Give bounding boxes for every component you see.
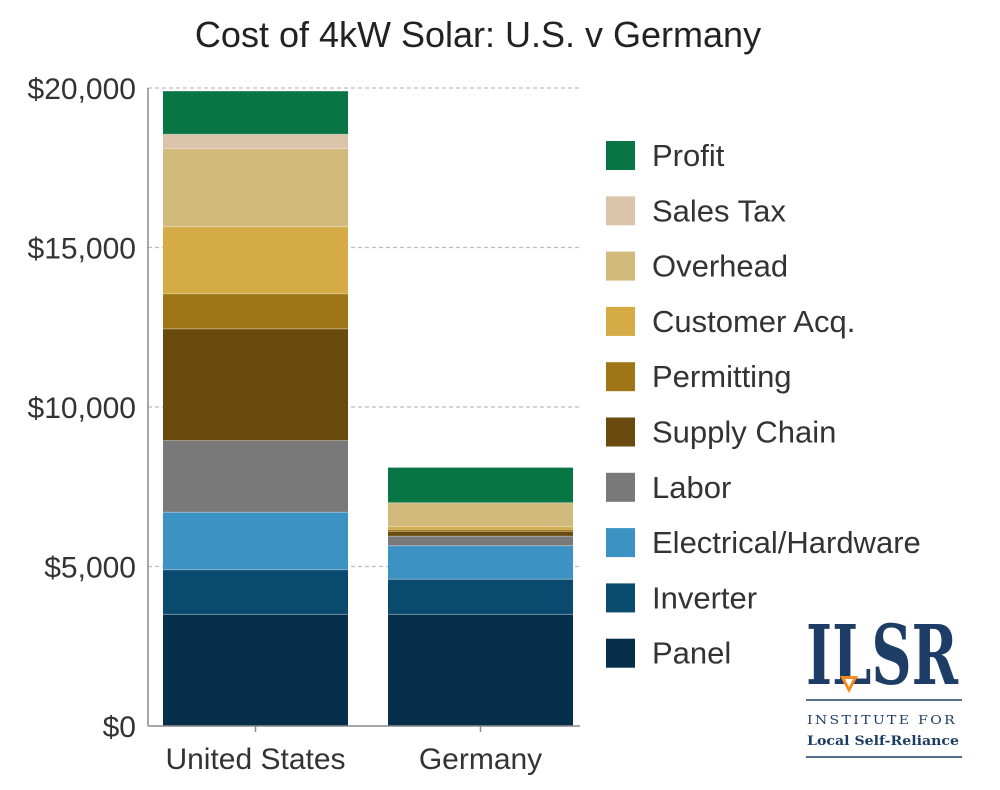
bar-segment-sales-tax xyxy=(163,134,348,149)
bar-segment-labor xyxy=(163,440,348,513)
legend-label: Profit xyxy=(652,138,725,173)
legend-swatch xyxy=(606,362,635,392)
legend-item-sales-tax: Sales Tax xyxy=(606,193,786,228)
y-tick-label: $5,000 xyxy=(44,552,136,585)
bar-segment-customer-acq xyxy=(163,226,348,294)
bar-segment-customer-acq xyxy=(388,526,573,530)
legend-swatch xyxy=(606,472,635,502)
bar-segment-electrical-hardware xyxy=(163,512,348,570)
bar-segment-labor xyxy=(388,536,573,546)
legend-label: Labor xyxy=(652,470,731,505)
legend-swatch xyxy=(606,306,635,336)
y-tick-label: $10,000 xyxy=(28,392,136,425)
logo-triangle-inner xyxy=(845,679,853,687)
logo-line2: Local Self-Reliance xyxy=(807,734,959,749)
bar-segment-overhead xyxy=(163,148,348,227)
bar-segment-electrical-hardware xyxy=(388,545,573,580)
y-tick-label: $0 xyxy=(103,711,136,744)
legend: Profit Sales Tax Overhead Customer Acq. Perm… xyxy=(606,138,921,671)
ilsr-logo: ILSR INSTITUTE FOR Local Self-Reliance xyxy=(806,608,962,758)
legend-item-panel: Panel xyxy=(606,636,731,671)
y-tick-label: $15,000 xyxy=(28,233,136,266)
legend-item-inverter: Inverter xyxy=(606,580,757,615)
x-tick-label: Germany xyxy=(419,743,542,776)
bar-segment-permitting xyxy=(388,529,573,532)
legend-label: Sales Tax xyxy=(652,193,786,228)
legend-item-overhead: Overhead xyxy=(606,249,788,284)
chart-title: Cost of 4kW Solar: U.S. v Germany xyxy=(195,14,761,55)
legend-swatch xyxy=(606,196,635,226)
legend-label: Inverter xyxy=(652,580,757,615)
legend-label: Electrical/Hardware xyxy=(652,525,921,560)
bar-segment-panel xyxy=(388,614,573,726)
legend-item-labor: Labor xyxy=(606,470,731,505)
bar-segment-profit xyxy=(388,467,573,503)
legend-item-permitting: Permitting xyxy=(606,359,792,394)
bar-segment-supply-chain xyxy=(388,531,573,537)
legend-item-electrical-hardware: Electrical/Hardware xyxy=(606,525,921,560)
bar-segment-profit xyxy=(163,91,348,135)
legend-item-customer-acq: Customer Acq. xyxy=(606,304,855,339)
legend-item-profit: Profit xyxy=(606,138,725,173)
bar-segment-overhead xyxy=(388,502,573,527)
legend-swatch xyxy=(606,141,635,170)
legend-item-supply-chain: Supply Chain xyxy=(606,415,836,450)
legend-label: Panel xyxy=(652,636,731,671)
legend-label: Customer Acq. xyxy=(652,304,855,339)
bar-segment-supply-chain xyxy=(163,328,348,441)
logo-line1: INSTITUTE FOR xyxy=(807,713,957,727)
legend-label: Overhead xyxy=(652,249,788,284)
bar-segment-inverter xyxy=(388,579,573,615)
bar-segment-permitting xyxy=(163,293,348,329)
legend-swatch xyxy=(606,417,635,447)
x-tick-label: United States xyxy=(165,743,345,776)
bars xyxy=(163,91,573,726)
bar-segment-inverter xyxy=(163,569,348,615)
axes: $0 $5,000 $10,000 $15,000 $20,000 United Stat… xyxy=(28,73,580,776)
legend-swatch xyxy=(606,528,635,558)
legend-swatch xyxy=(606,638,635,668)
legend-swatch xyxy=(606,583,635,613)
logo-mark: ILSR xyxy=(806,608,959,704)
y-tick-label: $20,000 xyxy=(28,73,136,106)
bar-segment-panel xyxy=(163,614,348,726)
legend-label: Permitting xyxy=(652,359,792,394)
legend-label: Supply Chain xyxy=(652,415,836,450)
bar-stack-germany xyxy=(388,467,573,726)
bar-stack-united-states xyxy=(163,91,348,726)
legend-swatch xyxy=(606,251,635,281)
